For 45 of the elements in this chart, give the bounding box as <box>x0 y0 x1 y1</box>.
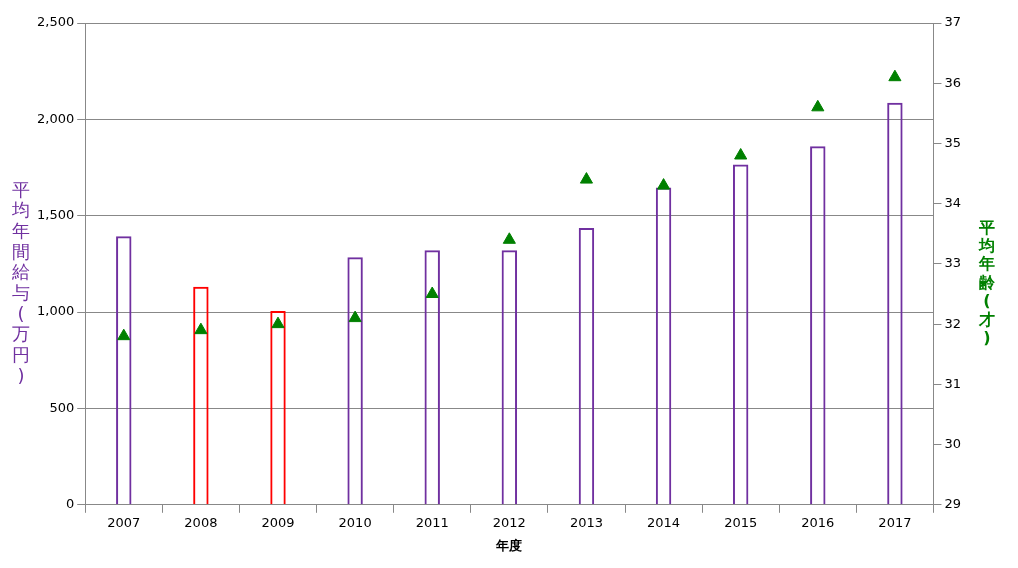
point <box>579 172 594 184</box>
y2-tick-label: 32 <box>944 315 961 331</box>
y2-tick-label: 33 <box>944 255 961 271</box>
y-tick-label: 1,500 <box>37 207 75 223</box>
text: 平均年間給与(万円) <box>12 178 30 386</box>
y2-tick-label: 36 <box>944 74 961 90</box>
bar <box>116 236 132 505</box>
x-tick-label: 2012 <box>492 514 526 530</box>
point <box>811 99 825 112</box>
x-axis-title: 年度 <box>495 537 523 553</box>
y2-axis-title: 平均年齢(才) <box>979 217 995 348</box>
point <box>734 148 748 160</box>
x-tick-label: 2017 <box>878 514 912 530</box>
point <box>194 322 208 335</box>
point <box>425 286 439 299</box>
bar <box>347 257 363 505</box>
point <box>348 310 362 323</box>
y2-tick-label: 30 <box>944 435 961 451</box>
y-tick-label: 0 <box>65 496 75 512</box>
y2-tick-label: 31 <box>944 375 961 391</box>
x-tick-label: 2011 <box>415 514 449 530</box>
point <box>117 328 131 341</box>
bar <box>424 250 440 505</box>
point <box>502 232 516 244</box>
x-tick-label: 2010 <box>338 514 372 530</box>
x-tick-label: 2007 <box>107 514 141 530</box>
x-tick-label: 2015 <box>724 514 758 530</box>
point <box>888 69 902 82</box>
point <box>271 316 285 329</box>
y-tick-label: 2,500 <box>37 14 75 30</box>
y-tick-label: 1,000 <box>37 303 75 319</box>
bar <box>270 310 286 505</box>
y2-tick-label: 29 <box>944 496 961 512</box>
x-tick-label: 2009 <box>261 514 295 530</box>
y2-tick-label: 37 <box>944 14 961 30</box>
bar <box>193 286 209 505</box>
y2-tick-label: 34 <box>944 195 961 211</box>
y-tick-label: 2,000 <box>37 110 75 126</box>
point <box>657 178 671 190</box>
x-tick-label: 2008 <box>184 514 218 530</box>
x-tick-label: 2016 <box>801 514 835 530</box>
y-tick-label: 500 <box>49 399 75 415</box>
x-tick-label: 2013 <box>569 514 603 530</box>
x-tick-label: 2014 <box>647 514 681 530</box>
y2-tick-label: 35 <box>944 134 961 150</box>
